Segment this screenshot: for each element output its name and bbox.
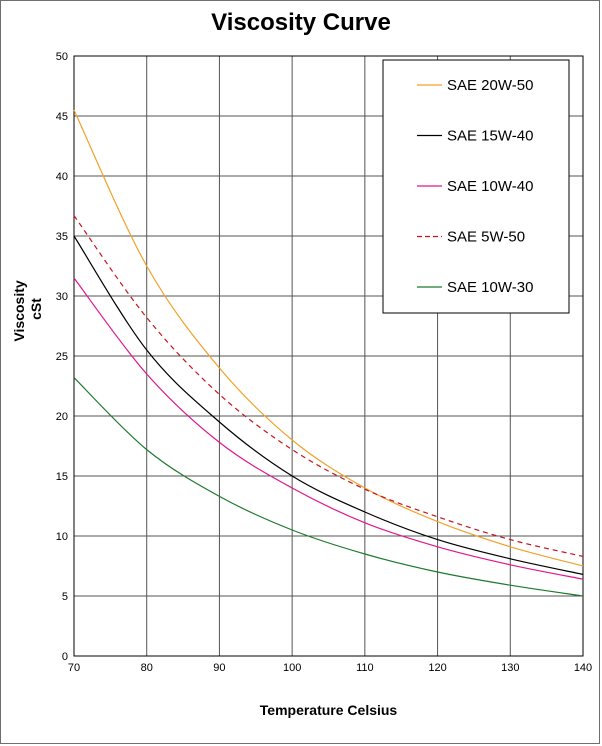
- y-tick-label: 15: [56, 471, 68, 483]
- y-tick-label: 25: [56, 351, 68, 363]
- legend-label: SAE 10W-30: [447, 279, 533, 296]
- plot-area: [73, 55, 584, 657]
- x-tick-label: 70: [68, 662, 80, 674]
- y-axis-title: Viscosity cSt: [11, 276, 44, 341]
- x-tick-label: 100: [283, 662, 301, 674]
- legend-label: SAE 10W-40: [447, 178, 533, 195]
- legend-label: SAE 15W-40: [447, 128, 533, 145]
- legend-label: SAE 5W-50: [447, 229, 525, 246]
- x-tick-labels: 70 80 90 100 110 120 130 140: [68, 662, 592, 674]
- y-tick-label: 40: [56, 171, 68, 183]
- y-tick-label: 0: [62, 651, 68, 663]
- legend-label: SAE 20W-50: [447, 77, 533, 94]
- x-tick-label: 80: [141, 662, 153, 674]
- y-tick-label: 20: [56, 411, 68, 423]
- y-tick-labels: 0 5 10 15 20 25 30 35 40 45 50: [56, 51, 68, 663]
- series-line-sae-5w-50: [73, 215, 584, 557]
- series-line-sae-20w-50: [73, 109, 584, 567]
- y-axis-title-line-2: cSt: [28, 298, 44, 320]
- x-axis-title: Temperature Celsius: [260, 702, 398, 718]
- series-line-sae-15w-40: [73, 235, 584, 575]
- chart-title: Viscosity Curve: [211, 9, 391, 36]
- y-tick-label: 45: [56, 111, 68, 123]
- y-tick-label: 30: [56, 291, 68, 303]
- y-tick-label: 50: [56, 51, 68, 63]
- y-axis-title-line-1: Viscosity: [11, 280, 27, 341]
- y-tick-label: 10: [56, 531, 68, 543]
- y-tick-label: 5: [62, 591, 68, 603]
- x-tick-label: 120: [428, 662, 446, 674]
- series-lines: [73, 109, 584, 597]
- legend-box: [382, 59, 570, 314]
- series-line-sae-10w-40: [73, 277, 584, 580]
- x-tick-label: 110: [356, 662, 374, 674]
- y-tick-label: 35: [56, 231, 68, 243]
- legend: SAE 20W-50 SAE 15W-40 SAE 10W-40 SAE 5W-50 S…: [382, 59, 570, 314]
- x-tick-label: 140: [574, 662, 592, 674]
- x-tick-label: 90: [213, 662, 225, 674]
- series-line-sae-10w-30: [73, 377, 584, 597]
- x-tick-label: 130: [501, 662, 519, 674]
